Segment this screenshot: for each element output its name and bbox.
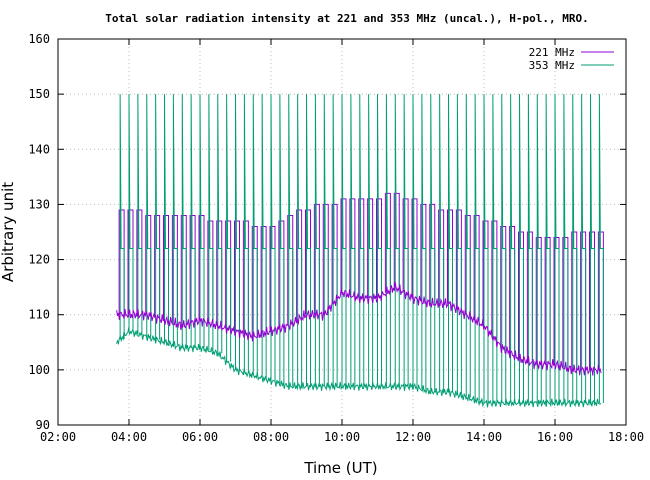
spike-353 xyxy=(172,94,178,346)
spike-353 xyxy=(590,94,595,403)
y-ticks: 90 100 110 120 130 140 150 160 xyxy=(28,32,626,432)
spike-353 xyxy=(448,94,453,392)
spike-221 xyxy=(340,198,347,293)
spike-353 xyxy=(181,94,187,348)
spike-353 xyxy=(137,94,143,335)
x-tick-label: 06:00 xyxy=(182,430,218,444)
spike-353 xyxy=(359,94,365,387)
spike-353 xyxy=(394,94,400,387)
spike-353 xyxy=(563,94,569,403)
spike-353 xyxy=(510,94,516,403)
spike-353 xyxy=(377,94,382,387)
spike-353 xyxy=(456,94,462,395)
spike-353 xyxy=(119,94,125,340)
spike-353 xyxy=(598,94,604,403)
spike-353 xyxy=(421,94,427,390)
spike-353 xyxy=(208,94,214,351)
series-line-221-mhz xyxy=(116,282,602,376)
spike-353 xyxy=(155,94,161,340)
x-tick-label: 14:00 xyxy=(466,430,502,444)
series-line-353-mhz xyxy=(116,327,602,408)
spike-353 xyxy=(350,94,356,387)
spike-353 xyxy=(306,94,311,387)
y-tick-label: 130 xyxy=(28,197,50,211)
y-tick-label: 100 xyxy=(28,363,50,377)
spike-353 xyxy=(252,94,258,376)
spike-353 xyxy=(403,94,409,387)
spike-353 xyxy=(199,94,205,348)
spike-353 xyxy=(243,94,249,373)
x-tick-label: 18:00 xyxy=(608,430,644,444)
x-tick-label: 08:00 xyxy=(253,430,289,444)
spike-353 xyxy=(572,94,578,403)
calibration-spikes xyxy=(118,94,604,403)
spike-353 xyxy=(439,94,445,392)
spike-353 xyxy=(332,94,338,387)
spike-353 xyxy=(270,94,276,381)
spike-221 xyxy=(393,192,400,288)
spike-353 xyxy=(190,94,196,348)
spike-353 xyxy=(297,94,303,387)
spike-353 xyxy=(385,94,391,387)
spike-353 xyxy=(279,94,285,384)
spike-353 xyxy=(128,94,134,332)
x-tick-label: 16:00 xyxy=(537,430,573,444)
spike-353 xyxy=(581,94,587,403)
x-ticks: 02:00 04:00 06:00 08:00 10:00 12:00 14:00 16:00… xyxy=(40,39,644,444)
y-tick-label: 160 xyxy=(28,32,50,46)
spike-353 xyxy=(527,94,533,403)
y-tick-label: 90 xyxy=(36,418,50,432)
spike-221 xyxy=(384,192,391,293)
spike-353 xyxy=(536,94,542,403)
spike-353 xyxy=(235,94,240,370)
x-tick-label: 04:00 xyxy=(111,430,147,444)
spike-353 xyxy=(261,94,267,379)
legend-label: 221 MHz xyxy=(529,46,575,59)
spike-353 xyxy=(483,94,489,403)
spike-353 xyxy=(341,94,347,387)
spike-353 xyxy=(554,94,560,403)
spike-221 xyxy=(402,198,409,293)
spike-353 xyxy=(412,94,418,387)
spike-353 xyxy=(226,94,232,362)
y-tick-label: 140 xyxy=(28,142,50,156)
y-tick-label: 120 xyxy=(28,253,50,267)
legend-label: 353 MHz xyxy=(529,59,575,72)
spike-353 xyxy=(164,94,169,343)
spike-353 xyxy=(288,94,294,387)
spike-353 xyxy=(519,94,524,403)
spike-353 xyxy=(545,94,551,403)
spike-353 xyxy=(368,94,374,387)
spike-353 xyxy=(474,94,480,401)
x-tick-label: 12:00 xyxy=(395,430,431,444)
y-tick-label: 150 xyxy=(28,87,50,101)
y-tick-label: 110 xyxy=(28,308,50,322)
x-tick-label: 02:00 xyxy=(40,430,76,444)
spike-221 xyxy=(349,198,356,296)
spike-353 xyxy=(146,94,152,337)
spike-353 xyxy=(217,94,223,354)
spike-353 xyxy=(465,94,471,398)
y-axis-label: Arbitrary unit xyxy=(0,182,17,282)
x-tick-label: 10:00 xyxy=(324,430,360,444)
x-axis-label: Time (UT) xyxy=(303,459,377,477)
chart-title: Total solar radiation intensity at 221 a… xyxy=(105,12,588,25)
series-lines xyxy=(116,282,602,408)
spike-353 xyxy=(323,94,329,387)
spike-353 xyxy=(314,94,320,387)
spike-353 xyxy=(501,94,507,403)
spike-353 xyxy=(492,94,498,403)
spike-353 xyxy=(430,94,436,392)
